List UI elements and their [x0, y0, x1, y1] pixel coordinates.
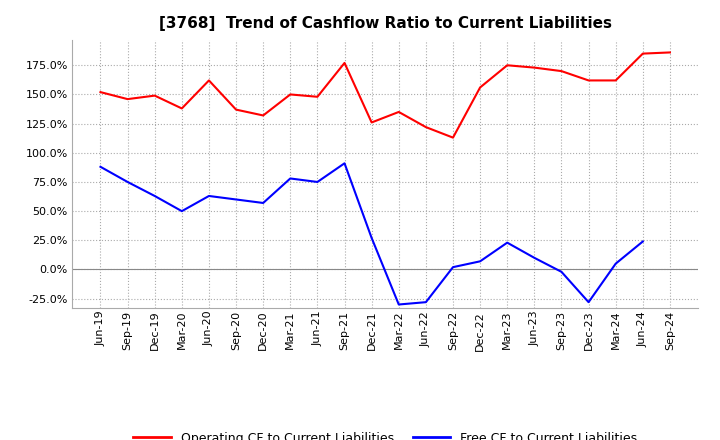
- Free CF to Current Liabilities: [123, 180, 132, 185]
- Operating CF to Current Liabilities: [421, 125, 430, 130]
- Operating CF to Current Liabilities: [341, 60, 349, 66]
- Free CF to Current Liabilities: [421, 300, 430, 305]
- Title: [3768]  Trend of Cashflow Ratio to Current Liabilities: [3768] Trend of Cashflow Ratio to Curren…: [158, 16, 612, 32]
- Free CF to Current Liabilities: [96, 164, 105, 169]
- Operating CF to Current Liabilities: [313, 94, 322, 99]
- Operating CF to Current Liabilities: [150, 93, 159, 98]
- Free CF to Current Liabilities: [611, 261, 620, 266]
- Line: Operating CF to Current Liabilities: Operating CF to Current Liabilities: [101, 52, 670, 138]
- Free CF to Current Liabilities: [178, 209, 186, 214]
- Operating CF to Current Liabilities: [259, 113, 268, 118]
- Free CF to Current Liabilities: [584, 300, 593, 305]
- Free CF to Current Liabilities: [367, 235, 376, 241]
- Operating CF to Current Liabilities: [611, 78, 620, 83]
- Operating CF to Current Liabilities: [395, 109, 403, 114]
- Free CF to Current Liabilities: [286, 176, 294, 181]
- Free CF to Current Liabilities: [395, 302, 403, 307]
- Operating CF to Current Liabilities: [367, 120, 376, 125]
- Free CF to Current Liabilities: [313, 180, 322, 185]
- Operating CF to Current Liabilities: [639, 51, 647, 56]
- Free CF to Current Liabilities: [476, 259, 485, 264]
- Free CF to Current Liabilities: [232, 197, 240, 202]
- Operating CF to Current Liabilities: [557, 69, 566, 74]
- Free CF to Current Liabilities: [503, 240, 511, 245]
- Free CF to Current Liabilities: [204, 193, 213, 198]
- Operating CF to Current Liabilities: [503, 62, 511, 68]
- Operating CF to Current Liabilities: [204, 78, 213, 83]
- Free CF to Current Liabilities: [530, 255, 539, 260]
- Free CF to Current Liabilities: [259, 200, 268, 205]
- Free CF to Current Liabilities: [449, 264, 457, 270]
- Legend: Operating CF to Current Liabilities, Free CF to Current Liabilities: Operating CF to Current Liabilities, Fre…: [128, 427, 642, 440]
- Free CF to Current Liabilities: [150, 193, 159, 198]
- Operating CF to Current Liabilities: [449, 135, 457, 140]
- Free CF to Current Liabilities: [639, 239, 647, 244]
- Operating CF to Current Liabilities: [232, 107, 240, 112]
- Operating CF to Current Liabilities: [123, 96, 132, 102]
- Operating CF to Current Liabilities: [476, 85, 485, 90]
- Operating CF to Current Liabilities: [665, 50, 674, 55]
- Operating CF to Current Liabilities: [178, 106, 186, 111]
- Free CF to Current Liabilities: [557, 269, 566, 275]
- Free CF to Current Liabilities: [341, 161, 349, 166]
- Line: Free CF to Current Liabilities: Free CF to Current Liabilities: [101, 163, 643, 304]
- Operating CF to Current Liabilities: [96, 89, 105, 95]
- Operating CF to Current Liabilities: [584, 78, 593, 83]
- Operating CF to Current Liabilities: [530, 65, 539, 70]
- Operating CF to Current Liabilities: [286, 92, 294, 97]
